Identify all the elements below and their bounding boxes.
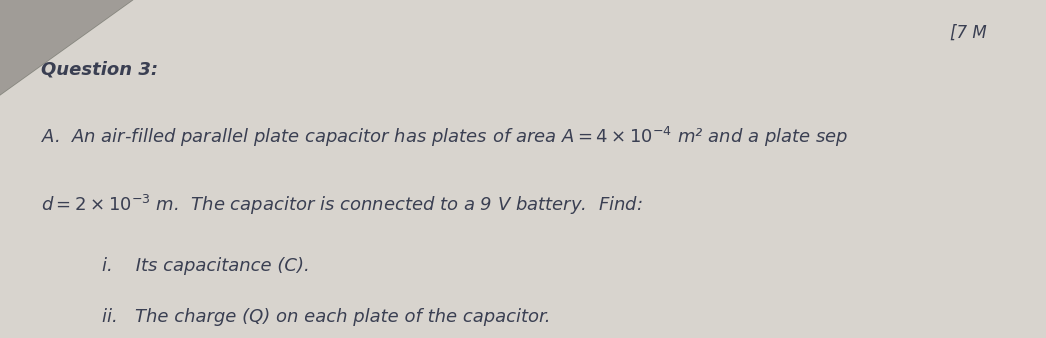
Polygon shape	[0, 0, 132, 95]
Text: [7 M: [7 M	[950, 24, 986, 42]
Text: i.    Its capacitance (C).: i. Its capacitance (C).	[101, 257, 310, 275]
Text: $d = 2\times10^{-3}$ m.  The capacitor is connected to a 9 V battery.  Find:: $d = 2\times10^{-3}$ m. The capacitor is…	[41, 193, 642, 217]
Text: A.  An air-filled parallel plate capacitor has plates of area $A = 4\times10^{-4: A. An air-filled parallel plate capacito…	[41, 125, 848, 149]
Text: ii.   The charge (Q) on each plate of the capacitor.: ii. The charge (Q) on each plate of the …	[101, 308, 550, 325]
Text: Question 3:: Question 3:	[41, 61, 158, 79]
